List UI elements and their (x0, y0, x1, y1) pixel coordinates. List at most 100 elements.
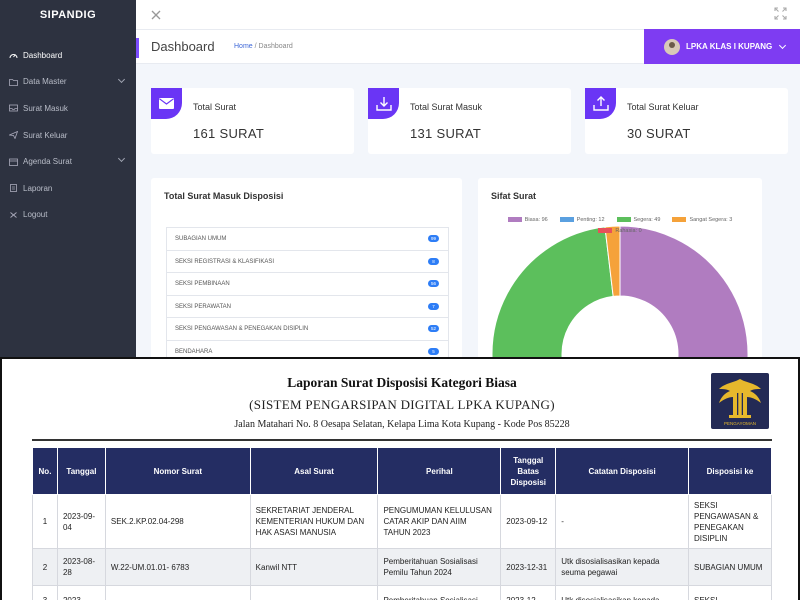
header-accent (136, 38, 139, 58)
pie-slice-sangat-segera[interactable] (604, 225, 621, 297)
report-address: Jalan Matahari No. 8 Oesapa Selatan, Kel… (234, 419, 570, 430)
cell-disposisi-ke: SEKSI (687, 585, 773, 600)
cell-nomor-surat: SEK.2.KP.02.04-298 (104, 494, 251, 549)
list-item-label: SEKSI PENGAWASAN & PENEGAKAN DISIPLIN (175, 326, 309, 333)
legend-item[interactable]: Penting: 12 (559, 216, 605, 223)
svg-text:PENGAYOMAN: PENGAYOMAN (724, 421, 756, 426)
sidebar-item-surat-keluar[interactable]: Surat Keluar (0, 122, 136, 149)
dashboard-icon (8, 50, 18, 60)
cell-asal-surat (249, 585, 379, 600)
cell-batas: 2023-12-31 (500, 548, 557, 586)
list-item-label: SEKSI PEMBINAAN (175, 281, 230, 288)
stat-value: 161 SURAT (193, 126, 265, 141)
report-title: Laporan Surat Disposisi Kategori Biasa (287, 375, 517, 390)
cell-perihal: Pemberitahuan Sosialisasi Pemilu Tahun 2… (377, 548, 502, 586)
close-icon[interactable] (150, 8, 164, 22)
column-header: Tanggal (56, 447, 106, 495)
list-item[interactable]: SUBAGIAN UMUM 99 (167, 228, 448, 251)
column-header: Asal Surat (249, 447, 379, 495)
column-header: Perihal (377, 447, 502, 495)
pie-slice-biasa[interactable] (545, 225, 749, 357)
legend-label: Biasa: 96 (524, 216, 548, 223)
list-item[interactable]: SEKSI PENGAWASAN & PENEGAKAN DISIPLIN 52 (167, 318, 448, 341)
sidebar-item-label: Logout (23, 210, 48, 220)
chevron-down-icon (117, 155, 126, 163)
breadcrumb-home-link[interactable]: Home (234, 43, 253, 50)
card-title: Total Surat Masuk Disposisi (164, 191, 284, 201)
count-badge: 99 (428, 235, 439, 242)
sidebar-item-data-master[interactable]: Data Master (0, 69, 136, 96)
dashboard-screenshot: SIPANDIG Dashboard Data Master Surat Mas… (0, 0, 800, 357)
count-badge: 56 (428, 280, 439, 288)
list-item[interactable]: SEKSI REGISTRASI & KLASIFIKASI 8 (167, 251, 448, 274)
cell-disposisi-ke: SUBAGIAN UMUM (687, 548, 773, 586)
list-item[interactable]: SEKSI PEMBINAAN 56 (167, 273, 448, 296)
column-header: No. (32, 447, 58, 495)
list-item[interactable]: SEKSI PERAWATAN 7 (167, 296, 448, 319)
legend-item[interactable]: Segera: 49 (616, 216, 661, 223)
sifat-surat-card: Sifat Surat Biasa: 96 Penting: 12 Segera… (478, 178, 762, 357)
table-row: 3 2023- Pemberitahuan Sosialisasi 2023-1… (32, 585, 773, 600)
legend-item[interactable]: Sangat Segera: 3 (672, 217, 732, 223)
count-badge: 8 (428, 257, 439, 265)
sidebar: SIPANDIG Dashboard Data Master Surat Mas… (0, 0, 136, 357)
cell-no: 2 (32, 548, 58, 586)
sidebar-item-label: Laporan (23, 183, 53, 193)
legend-label: Penting: 12 (576, 216, 605, 223)
legend-swatch (598, 228, 613, 233)
report-document: Laporan Surat Disposisi Kategori Biasa (… (0, 357, 800, 600)
fullscreen-icon[interactable] (774, 7, 788, 21)
legend-item[interactable]: Rahasia: 0 (598, 227, 642, 234)
cell-tanggal: 2023- (56, 585, 106, 600)
sidebar-item-laporan[interactable]: Laporan (0, 175, 136, 202)
column-header: Tanggal Batas Disposisi (500, 447, 557, 495)
cell-asal-surat: SEKRETARIAT JENDERAL KEMENTERIAN HUKUM D… (249, 494, 379, 549)
cell-disposisi-ke: SEKSI PENGAWASAN & PENEGAKAN DISIPLIN (687, 494, 773, 549)
legend-swatch (507, 217, 522, 222)
cell-perihal: Pemberitahuan Sosialisasi (377, 585, 502, 600)
chevron-down-icon (117, 75, 126, 83)
sidebar-item-agenda-surat[interactable]: Agenda Surat (0, 148, 136, 175)
stat-label: Total Surat Keluar (627, 102, 699, 112)
column-header: Disposisi ke (687, 447, 773, 495)
cell-batas: 2023-09-12 (500, 494, 557, 549)
logout-icon (8, 210, 18, 220)
cell-catatan: Utk disosialisasikan kepada (555, 585, 689, 600)
sidebar-item-surat-masuk[interactable]: Surat Masuk (0, 95, 136, 122)
topbar (136, 0, 800, 29)
stat-card-total-surat-keluar: Total Surat Keluar 30 SURAT (585, 88, 788, 154)
envelope-icon (151, 88, 182, 119)
sidebar-item-label: Surat Keluar (23, 130, 68, 140)
list-item[interactable]: BENDAHARA 5 (167, 341, 448, 357)
disposisi-list: SUBAGIAN UMUM 99 SEKSI REGISTRASI & KLASI… (166, 227, 449, 357)
table-row: 2 2023-08-28 W.22-UM.01.01- 6783 Kanwil … (32, 548, 773, 586)
legend-swatch (616, 217, 631, 222)
sidebar-item-label: Agenda Surat (23, 157, 72, 167)
disposisi-card: Total Surat Masuk Disposisi SUBAGIAN UMU… (151, 178, 462, 357)
legend-item[interactable]: Biasa: 96 (507, 216, 548, 223)
app-brand: SIPANDIG (39, 9, 97, 21)
chart-legend: Biasa: 96 Penting: 12 Segera: 49 Sangat … (478, 214, 762, 236)
cell-nomor-surat (104, 585, 251, 600)
cell-no: 3 (32, 585, 58, 600)
legend-swatch (559, 217, 574, 222)
pengayoman-logo: PENGAYOMAN (711, 373, 769, 429)
cell-no: 1 (32, 494, 58, 549)
table-row: 1 2023-09-04 SEK.2.KP.02.04-298 SEKRETAR… (32, 494, 773, 549)
legend-swatch (672, 217, 687, 222)
avatar (664, 38, 680, 55)
sidebar-item-logout[interactable]: Logout (0, 202, 136, 229)
report-divider (32, 439, 772, 441)
sidebar-item-dashboard[interactable]: Dashboard (0, 42, 136, 69)
legend-label: Segera: 49 (633, 216, 661, 223)
folder-icon (8, 77, 18, 87)
stat-value: 131 SURAT (410, 126, 482, 141)
list-item-label: SEKSI REGISTRASI & KLASIFIKASI (175, 258, 275, 265)
stat-value: 30 SURAT (627, 126, 691, 141)
cell-batas: 2023-12- (500, 585, 557, 600)
pie-slice-segera[interactable] (491, 226, 614, 357)
legend-label: Rahasia: 0 (615, 227, 642, 234)
user-menu-button[interactable]: LPKA KLAS I KUPANG (644, 29, 800, 64)
cell-asal-surat: Kanwil NTT (249, 548, 379, 586)
legend-label: Sangat Segera: 3 (689, 216, 733, 223)
